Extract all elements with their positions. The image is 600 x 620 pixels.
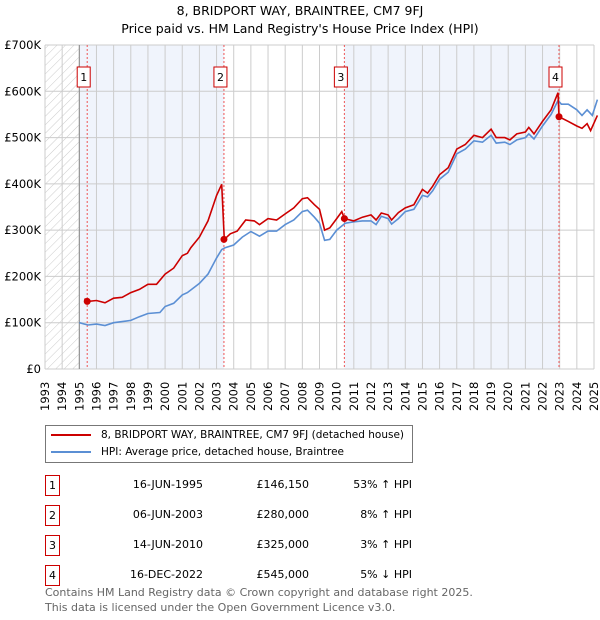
- x-tick-label: 2015: [415, 382, 429, 411]
- x-tick-label: 1994: [55, 382, 69, 411]
- y-tick-label: £700K: [4, 38, 41, 52]
- y-tick-label: £500K: [4, 131, 41, 145]
- chart-title: 8, BRIDPORT WAY, BRAINTREE, CM7 9FJ: [176, 3, 424, 18]
- legend-item-hpi: HPI: Average price, detached house, Brai…: [51, 446, 344, 458]
- sale-hpi-diff: 8% ↑ HPI: [360, 508, 412, 521]
- y-tick-label: £200K: [4, 269, 41, 283]
- chart-subtitle: Price paid vs. HM Land Registry's House …: [121, 21, 479, 36]
- sale-number: 2: [45, 505, 60, 526]
- sale-label: 2: [217, 71, 224, 84]
- sale-number: 1: [45, 475, 60, 496]
- footer-line1: Contains HM Land Registry data © Crown c…: [45, 586, 473, 599]
- x-tick-label: 2008: [295, 382, 309, 411]
- legend-label: HPI: Average price, detached house, Brai…: [101, 446, 345, 458]
- sale-point: [340, 215, 348, 223]
- sale-hpi-diff: 5% ↓ HPI: [360, 568, 412, 581]
- footer-line2: This data is licensed under the Open Gov…: [45, 601, 396, 614]
- shaded-period: [344, 45, 560, 369]
- x-tick-label: 2014: [398, 382, 412, 411]
- x-tick-label: 2017: [450, 382, 464, 411]
- sale-point: [220, 235, 228, 243]
- x-tick-label: 2012: [364, 382, 378, 411]
- sale-number: 3: [45, 535, 60, 556]
- x-tick-label: 2004: [227, 382, 241, 411]
- sale-row: 3 14-JUN-2010 £325,000 3% ↑ HPI: [45, 535, 445, 556]
- sale-point: [83, 297, 91, 305]
- y-tick-label: £400K: [4, 177, 41, 191]
- x-tick-label: 2006: [261, 382, 275, 411]
- sale-hpi-diff: 53% ↑ HPI: [353, 478, 412, 491]
- x-tick-label: 2025: [587, 382, 600, 411]
- x-tick-label: 2016: [433, 382, 447, 411]
- y-tick-label: £300K: [4, 223, 41, 237]
- x-tick-label: 2010: [330, 382, 344, 411]
- x-tick-label: 2024: [570, 382, 584, 411]
- x-tick-label: 2013: [381, 382, 395, 411]
- x-tick-label: 2021: [518, 382, 532, 411]
- sale-row: 4 16-DEC-2022 £545,000 5% ↓ HPI: [45, 565, 445, 586]
- sale-price: £280,000: [256, 508, 310, 521]
- shaded-period: [79, 45, 224, 369]
- sale-date: 06-JUN-2003: [132, 508, 203, 521]
- y-tick-label: £600K: [4, 84, 41, 98]
- sale-date: 16-DEC-2022: [129, 568, 203, 581]
- x-tick-label: 2003: [210, 382, 224, 411]
- sale-label-box: [548, 66, 563, 88]
- y-tick-label: £100K: [4, 316, 41, 330]
- sale-label-box: [76, 66, 91, 88]
- chart: 1993 1994 1995 1996 1997 1998 1999 2000 2001 2002…: [4, 38, 600, 411]
- sale-label: 3: [337, 71, 344, 84]
- x-tick-label: 1997: [107, 382, 121, 411]
- x-tick-label: 1995: [72, 382, 86, 411]
- sale-price: £325,000: [256, 538, 310, 551]
- sale-label: 4: [552, 71, 559, 84]
- x-tick-label: 1998: [124, 382, 138, 411]
- legend: 8, BRIDPORT WAY, BRAINTREE, CM7 9FJ (det…: [45, 425, 413, 463]
- sale-date: 16-JUN-1995: [132, 478, 203, 491]
- sale-price: £545,000: [256, 568, 310, 581]
- x-tick-label: 2000: [158, 382, 172, 411]
- legend-label: 8, BRIDPORT WAY, BRAINTREE, CM7 9FJ (det…: [101, 429, 405, 441]
- sale-price: £146,150: [256, 478, 310, 491]
- sale-row: 1 16-JUN-1995 £146,150 53% ↑ HPI: [45, 475, 445, 496]
- series-line: [79, 99, 599, 327]
- legend-swatch-blue: [51, 451, 91, 453]
- x-tick-label: 2019: [484, 382, 498, 411]
- x-tick-label: 2005: [244, 382, 258, 411]
- x-tick-label: 1993: [38, 382, 52, 411]
- x-tick-label: 1999: [141, 382, 155, 411]
- sale-label-box: [333, 66, 348, 88]
- x-tick-label: 1996: [89, 382, 103, 411]
- x-tick-label: 2007: [278, 382, 292, 411]
- x-tick-label: 2023: [553, 382, 567, 411]
- y-tick-label: £0: [26, 362, 41, 376]
- x-tick-label: 2020: [501, 382, 515, 411]
- x-tick-label: 2022: [536, 382, 550, 411]
- x-tick-label: 2001: [175, 382, 189, 411]
- x-tick-label: 2009: [313, 382, 327, 411]
- x-tick-label: 2018: [467, 382, 481, 411]
- sale-date: 14-JUN-2010: [132, 538, 203, 551]
- sale-label: 1: [80, 71, 87, 84]
- legend-swatch-red: [51, 434, 91, 436]
- sale-label-box: [213, 66, 228, 88]
- sale-row: 2 06-JUN-2003 £280,000 8% ↑ HPI: [45, 505, 445, 526]
- sale-point: [555, 113, 563, 121]
- sale-hpi-diff: 3% ↑ HPI: [360, 538, 412, 551]
- x-tick-label: 2002: [192, 382, 206, 411]
- legend-item-property: 8, BRIDPORT WAY, BRAINTREE, CM7 9FJ (det…: [51, 429, 404, 441]
- sale-number: 4: [45, 565, 60, 586]
- x-tick-label: 2011: [347, 382, 361, 411]
